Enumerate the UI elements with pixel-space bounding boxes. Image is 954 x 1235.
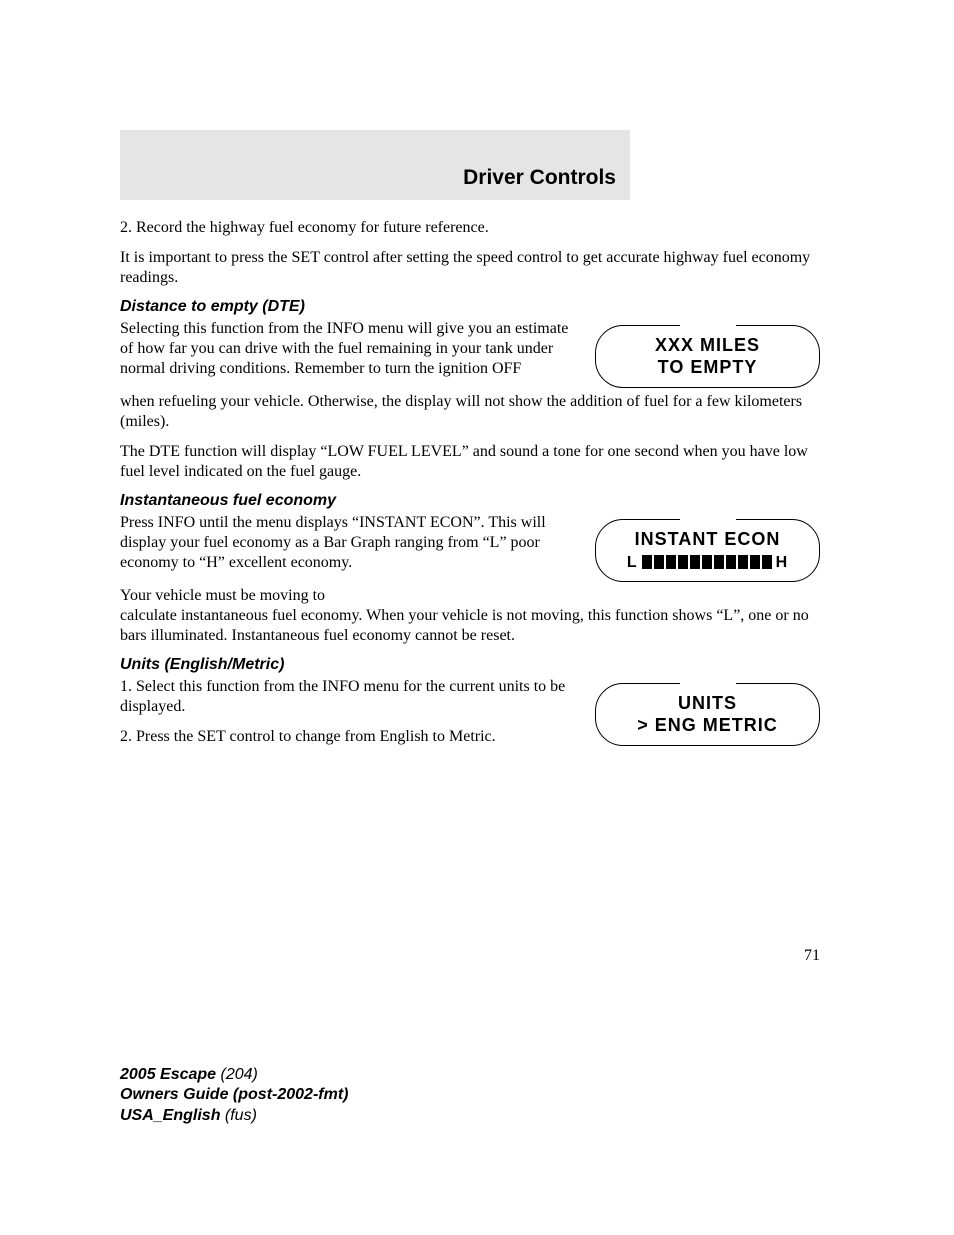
dte-p1-cont: when refueling your vehicle. Otherwise, … — [120, 392, 820, 432]
econ-bar-segment — [714, 555, 724, 569]
econ-bar-segment — [690, 555, 700, 569]
dte-display-line2: TO EMPTY — [658, 357, 758, 379]
econ-low-label: L — [627, 553, 638, 572]
footer-line3: USA_English (fus) — [120, 1106, 348, 1127]
chapter-title: Driver Controls — [463, 166, 616, 190]
dte-heading: Distance to empty (DTE) — [120, 298, 820, 316]
units-display: UNITS > ENG METRIC — [595, 683, 820, 746]
dte-p2: The DTE function will display “LOW FUEL … — [120, 442, 820, 482]
econ-bar-row: L H — [625, 553, 790, 572]
econ-bar-segment — [642, 555, 652, 569]
dte-display: XXX MILES TO EMPTY — [595, 325, 820, 388]
econ-high-label: H — [776, 553, 789, 572]
dte-display-line1: XXX MILES — [655, 335, 760, 357]
units-display-line1: UNITS — [678, 693, 737, 715]
econ-bar-graph — [642, 555, 772, 569]
econ-heading: Instantaneous fuel economy — [120, 492, 820, 510]
intro-note: It is important to press the SET control… — [120, 248, 820, 288]
econ-row: Press INFO until the menu displays “INST… — [120, 513, 820, 582]
footer-code: (204) — [221, 1066, 258, 1083]
units-p2: 2. Press the SET control to change from … — [120, 727, 575, 747]
footer-line1: 2005 Escape (204) — [120, 1065, 348, 1086]
econ-display: INSTANT ECON L H — [595, 519, 820, 582]
footer-model: 2005 Escape — [120, 1066, 221, 1083]
header-band: Driver Controls — [120, 130, 630, 200]
econ-p1: Press INFO until the menu displays “INST… — [120, 513, 575, 573]
econ-bar-segment — [702, 555, 712, 569]
econ-p2-cont: calculate instantaneous fuel economy. Wh… — [120, 606, 820, 646]
econ-p2: Your vehicle must be moving to — [120, 586, 820, 606]
footer-lang-code: (fus) — [225, 1107, 257, 1124]
units-display-line2: > ENG METRIC — [637, 715, 778, 737]
footer-lang: USA_English — [120, 1107, 225, 1124]
footer: 2005 Escape (204) Owners Guide (post-200… — [120, 1065, 348, 1127]
units-row: 1. Select this function from the INFO me… — [120, 677, 820, 747]
page-number: 71 — [120, 947, 820, 965]
footer-line2: Owners Guide (post-2002-fmt) — [120, 1085, 348, 1106]
econ-bar-segment — [666, 555, 676, 569]
econ-bar-segment — [678, 555, 688, 569]
econ-bar-segment — [738, 555, 748, 569]
econ-bar-segment — [750, 555, 760, 569]
econ-bar-segment — [654, 555, 664, 569]
dte-row: Selecting this function from the INFO me… — [120, 319, 820, 388]
econ-bar-segment — [726, 555, 736, 569]
intro-step2: 2. Record the highway fuel economy for f… — [120, 218, 820, 238]
econ-bar-segment — [762, 555, 772, 569]
econ-display-line1: INSTANT ECON — [635, 529, 781, 551]
dte-p1: Selecting this function from the INFO me… — [120, 319, 575, 379]
units-heading: Units (English/Metric) — [120, 656, 820, 674]
units-p1: 1. Select this function from the INFO me… — [120, 677, 575, 717]
page-content: Driver Controls 2. Record the highway fu… — [120, 130, 820, 965]
